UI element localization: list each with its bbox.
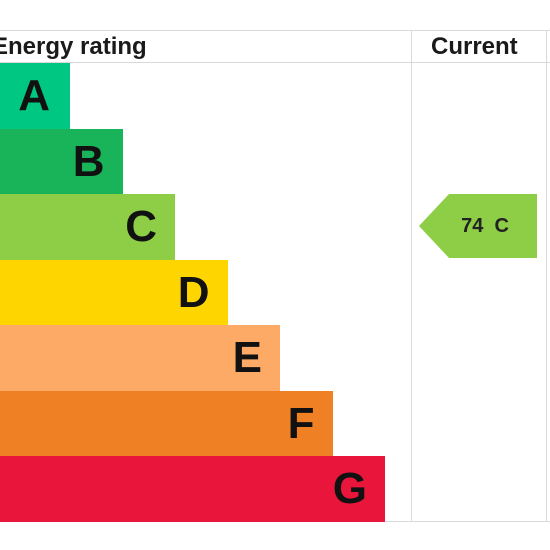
top-border — [0, 30, 550, 31]
band-letter-g: G — [332, 464, 367, 513]
band-letter-e: E — [232, 333, 262, 382]
band-c: C — [0, 194, 175, 260]
band-letter-f: F — [287, 398, 315, 448]
band-letter-d: D — [177, 267, 210, 317]
band-letter-c: C — [125, 202, 157, 251]
current-rating-label: 74 C — [461, 215, 509, 237]
energy-rating-header: Energy rating — [0, 33, 147, 60]
right-column-divider — [546, 30, 547, 522]
band-a: A — [0, 63, 70, 129]
current-header: Current — [431, 33, 518, 60]
band-e: E — [0, 325, 280, 391]
band-letter-a: A — [18, 71, 50, 120]
current-rating-arrow: 74 C — [419, 194, 537, 258]
band-f: F — [0, 390, 333, 456]
header-separator — [0, 62, 550, 63]
band-d: D — [0, 259, 228, 325]
column-divider — [411, 30, 412, 522]
current-arrow-shape — [419, 194, 537, 258]
band-b: B — [0, 128, 123, 194]
band-letter-b: B — [72, 136, 105, 186]
bottom-border — [0, 521, 550, 522]
band-g: G — [0, 456, 385, 522]
